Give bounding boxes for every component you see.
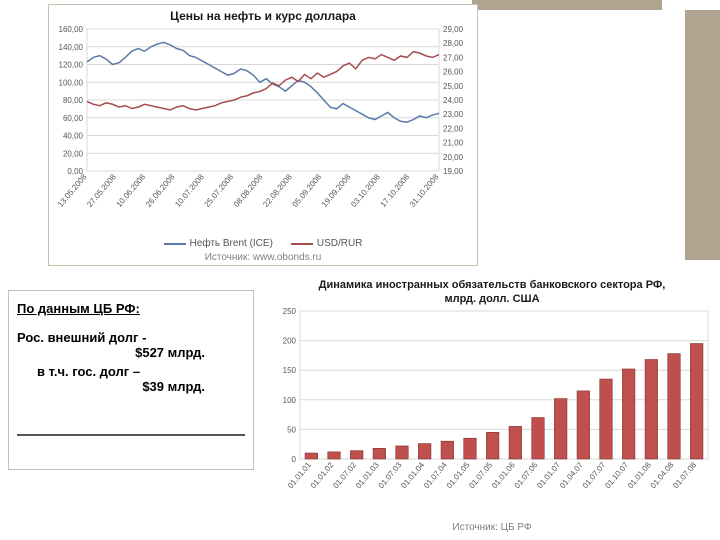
svg-text:50: 50 xyxy=(287,425,296,434)
svg-text:31.10.2008: 31.10.2008 xyxy=(408,172,441,209)
svg-text:150: 150 xyxy=(283,366,297,375)
info-header: По данным ЦБ РФ: xyxy=(17,301,245,316)
info-line4: $39 млрд. xyxy=(17,379,245,394)
svg-text:28,00: 28,00 xyxy=(443,39,464,48)
svg-text:22,00: 22,00 xyxy=(443,124,464,133)
svg-text:27,00: 27,00 xyxy=(443,53,464,62)
svg-text:01.07.08: 01.07.08 xyxy=(671,460,698,490)
svg-text:10.07.2008: 10.07.2008 xyxy=(173,172,206,209)
svg-text:19.09.2008: 19.09.2008 xyxy=(320,172,353,209)
bottom-chart-source: Источник: ЦБ РФ xyxy=(266,522,718,533)
legend-usd-label: USD/RUR xyxy=(317,238,363,249)
svg-text:140,00: 140,00 xyxy=(59,43,84,52)
legend-usd: USD/RUR xyxy=(291,238,363,249)
svg-text:22.08.2008: 22.08.2008 xyxy=(261,172,294,209)
svg-text:80,00: 80,00 xyxy=(63,96,84,105)
svg-text:40,00: 40,00 xyxy=(63,132,84,141)
svg-text:100: 100 xyxy=(283,395,297,404)
svg-text:08.08.2008: 08.08.2008 xyxy=(232,172,265,209)
info-line2: $527 млрд. xyxy=(17,345,245,360)
svg-text:160,00: 160,00 xyxy=(59,25,84,34)
svg-text:26,00: 26,00 xyxy=(443,68,464,77)
info-rule xyxy=(17,434,245,436)
svg-text:24,00: 24,00 xyxy=(443,96,464,105)
top-chart-legend: Нефть Brent (ICE) USD/RUR xyxy=(49,238,477,249)
svg-text:21,00: 21,00 xyxy=(443,139,464,148)
svg-text:17.10.2008: 17.10.2008 xyxy=(379,172,412,209)
info-text-box: По данным ЦБ РФ: Рос. внешний долг - $52… xyxy=(8,290,254,470)
top-chart: Цены на нефть и курс доллара 0,0020,0040… xyxy=(48,4,478,266)
legend-brent: Нефть Brent (ICE) xyxy=(164,238,273,249)
bottom-chart-svg: 05010015020025001.01.0101.01.0201.07.020… xyxy=(266,307,718,515)
top-chart-svg: 0,0020,0040,0060,0080,00100,00120,00140,… xyxy=(49,23,477,233)
svg-text:0: 0 xyxy=(292,455,297,464)
decor-right-bar xyxy=(685,10,720,260)
svg-text:03.10.2008: 03.10.2008 xyxy=(349,172,382,209)
svg-text:120,00: 120,00 xyxy=(59,61,84,70)
svg-text:10.06.2008: 10.06.2008 xyxy=(115,172,148,209)
svg-text:60,00: 60,00 xyxy=(63,114,84,123)
top-chart-title: Цены на нефть и курс доллара xyxy=(49,9,477,23)
bottom-chart-title1: Динамика иностранных обязательств банков… xyxy=(266,278,718,292)
bottom-chart-title2: млрд. долл. США xyxy=(266,292,718,306)
svg-text:23,00: 23,00 xyxy=(443,110,464,119)
svg-text:19,00: 19,00 xyxy=(443,167,464,176)
svg-text:250: 250 xyxy=(283,307,297,316)
svg-text:100,00: 100,00 xyxy=(59,78,84,87)
legend-brent-label: Нефть Brent (ICE) xyxy=(190,238,273,249)
info-line3: в т.ч. гос. долг – xyxy=(17,364,245,379)
svg-text:20,00: 20,00 xyxy=(63,149,84,158)
svg-text:27.05.2008: 27.05.2008 xyxy=(85,172,118,209)
bottom-chart: Динамика иностранных обязательств банков… xyxy=(266,278,718,538)
svg-text:29,00: 29,00 xyxy=(443,25,464,34)
svg-text:25,00: 25,00 xyxy=(443,82,464,91)
svg-text:05.09.2008: 05.09.2008 xyxy=(291,172,324,209)
decor-top-bar xyxy=(472,0,662,10)
svg-text:26.06.2008: 26.06.2008 xyxy=(144,172,177,209)
svg-text:25.07.2008: 25.07.2008 xyxy=(203,172,236,209)
svg-text:13.05.2008: 13.05.2008 xyxy=(56,172,89,209)
top-chart-source: Источник: www.obonds.ru xyxy=(49,252,477,263)
svg-text:200: 200 xyxy=(283,336,297,345)
svg-text:20,00: 20,00 xyxy=(443,153,464,162)
info-line1: Рос. внешний долг - xyxy=(17,330,245,345)
